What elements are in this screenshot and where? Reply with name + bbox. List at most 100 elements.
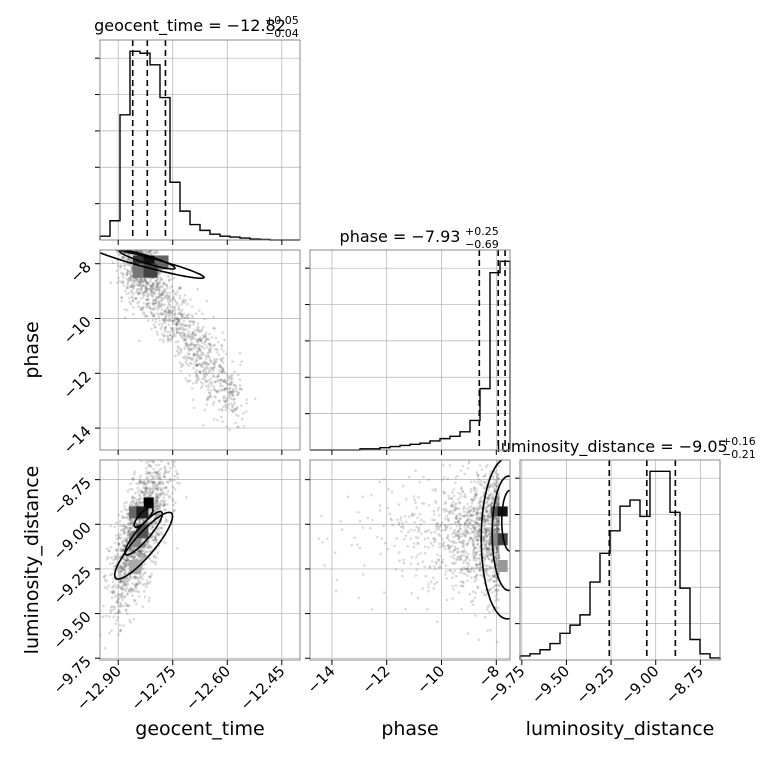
scatter-point (436, 509, 440, 512)
scatter-point (129, 588, 132, 592)
scatter-point (135, 250, 139, 253)
scatter-point (496, 530, 499, 534)
scatter-point (141, 491, 144, 494)
scatter-point (484, 517, 487, 521)
scatter-point (158, 473, 161, 477)
scatter-point (122, 284, 125, 288)
scatter-point (122, 276, 125, 279)
scatter-point (165, 486, 168, 489)
scatter-point (435, 553, 439, 556)
scatter-point (166, 334, 170, 337)
scatter-point (139, 552, 143, 556)
scatter-point (164, 454, 167, 457)
scatter-point (195, 381, 198, 384)
scatter-point (205, 380, 208, 384)
scatter-point (171, 460, 175, 463)
scatter-point (123, 544, 126, 548)
scatter-point (474, 529, 478, 532)
scatter-point (139, 282, 142, 286)
scatter-point (496, 530, 500, 534)
scatter-point (419, 523, 423, 526)
scatter-point (118, 536, 121, 540)
scatter-point (497, 464, 501, 468)
title-phase-minus: −0.69 (465, 238, 499, 251)
scatter-point (163, 475, 166, 479)
scatter-point (182, 439, 185, 442)
scatter-point (156, 277, 160, 280)
scatter-point (437, 528, 441, 531)
scatter-point (109, 611, 112, 614)
scatter-point (141, 292, 145, 295)
scatter-point (473, 535, 477, 539)
scatter-point (163, 454, 166, 457)
scatter-point (142, 284, 145, 287)
scatter-point (139, 497, 142, 500)
scatter-point (123, 505, 126, 508)
scatter-point (467, 506, 471, 509)
scatter-point (159, 501, 163, 505)
scatter-point (170, 335, 174, 339)
scatter-point (459, 580, 463, 583)
scatter-point (135, 250, 139, 253)
scatter-point (152, 560, 155, 564)
scatter-point (428, 566, 432, 569)
scatter-point (131, 519, 134, 523)
scatter-point (157, 463, 161, 467)
scatter-point (123, 264, 126, 268)
scatter-point (438, 542, 441, 545)
scatter-point (123, 531, 127, 534)
scatter-point (451, 501, 455, 504)
scatter-point (128, 523, 132, 526)
scatter-point (145, 305, 149, 309)
scatter-point (378, 509, 382, 512)
scatter-point (133, 496, 137, 500)
scatter-point (170, 311, 173, 315)
scatter-point (177, 331, 180, 335)
scatter-point (117, 633, 120, 636)
scatter-point (446, 518, 450, 522)
scatter-point (484, 526, 488, 530)
scatter-point (151, 438, 154, 441)
scatter-point (199, 386, 203, 390)
scatter-point (482, 495, 485, 498)
panel-phase-vs-luminosity-distance-density (480, 460, 510, 620)
scatter-point (151, 287, 155, 290)
scatter-point (473, 556, 476, 560)
scatter-point (115, 558, 119, 561)
scatter-point (137, 300, 140, 304)
scatter-point (142, 302, 146, 305)
scatter-point (161, 442, 164, 445)
scatter-point (398, 559, 401, 562)
scatter-point (164, 541, 167, 545)
scatter-point (219, 384, 222, 388)
scatter-point (121, 524, 125, 527)
scatter-point (135, 290, 138, 294)
scatter-point (232, 390, 235, 393)
scatter-point (457, 522, 460, 525)
scatter-point (175, 431, 178, 434)
scatter-point (207, 366, 210, 370)
scatter-point (472, 555, 476, 558)
scatter-point (358, 546, 362, 550)
scatter-point (483, 553, 487, 557)
scatter-point (493, 483, 497, 487)
scatter-point (180, 302, 184, 306)
scatter-point (124, 563, 127, 566)
scatter-point (418, 512, 422, 516)
scatter-point (496, 547, 499, 551)
scatter-point (452, 556, 456, 560)
scatter-point (421, 560, 425, 563)
scatter-point (147, 488, 150, 491)
scatter-point (153, 509, 157, 513)
scatter-point (185, 335, 189, 338)
scatter-point (125, 273, 129, 277)
scatter-point (141, 296, 145, 299)
scatter-point (176, 481, 179, 485)
scatter-point (155, 288, 159, 292)
scatter-point (136, 582, 139, 586)
scatter-point (445, 525, 449, 529)
scatter-point (188, 324, 191, 327)
scatter-point (188, 361, 192, 365)
scatter-point (496, 523, 500, 526)
